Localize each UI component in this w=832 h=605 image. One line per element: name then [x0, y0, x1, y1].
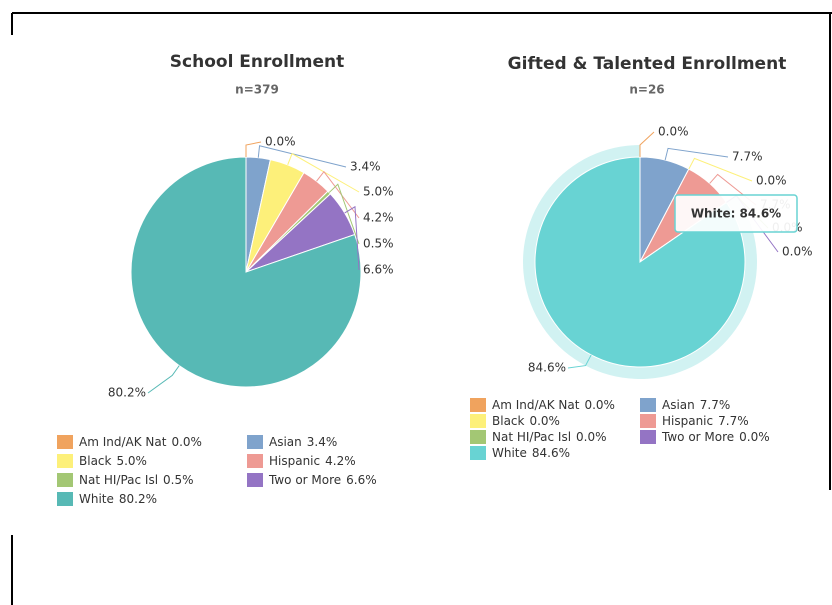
- legend-value: 3.4%: [307, 435, 338, 449]
- legend-label: Two or More 0.0%: [661, 430, 770, 444]
- legend-swatch: [470, 414, 486, 428]
- chart-title: Gifted & Talented Enrollment: [508, 54, 787, 74]
- leader-line: [567, 354, 592, 369]
- legend-swatch: [470, 446, 486, 460]
- legend-category: Black: [79, 454, 112, 468]
- legend-label: Hispanic 4.2%: [269, 454, 356, 468]
- legend-swatch: [247, 435, 263, 449]
- chart-subtitle: n=26: [629, 83, 664, 97]
- pie-slice: [130, 156, 362, 388]
- chart-title: School Enrollment: [170, 52, 344, 72]
- leader-line: [639, 131, 655, 157]
- leader-line: [287, 152, 360, 193]
- legend-category: Two or More: [268, 473, 341, 487]
- legend-swatch: [247, 454, 263, 468]
- legend-category: Hispanic: [269, 454, 320, 468]
- data-label: 5.0%: [363, 185, 394, 199]
- legend-category: Nat HI/Pac Isl: [492, 430, 571, 444]
- legend-swatch: [57, 492, 73, 506]
- legend-value: 0.0%: [529, 414, 560, 428]
- legend-value: 0.0%: [739, 430, 770, 444]
- data-label: 0.0%: [756, 174, 787, 188]
- tooltip-box: [674, 194, 798, 233]
- leader-line: [664, 147, 729, 161]
- legend-label: Asian 7.7%: [662, 398, 730, 412]
- legend-category: Two or More: [661, 430, 734, 444]
- data-label: 3.4%: [350, 160, 381, 174]
- leader-line: [147, 365, 180, 394]
- leader-line: [688, 157, 753, 182]
- chart-subtitle: n=379: [235, 83, 279, 97]
- legend-category: Am Ind/AK Nat: [492, 398, 580, 412]
- legend-label: Nat HI/Pac Isl 0.0%: [492, 430, 607, 444]
- legend-category: Am Ind/AK Nat: [79, 435, 167, 449]
- legend-value: 7.7%: [718, 414, 749, 428]
- legend-swatch: [640, 414, 656, 428]
- legend-swatch: [470, 398, 486, 412]
- legend-swatch: [57, 473, 73, 487]
- legend-value: 84.6%: [532, 446, 570, 460]
- data-label: 4.2%: [363, 211, 394, 225]
- legend-label: White 80.2%: [79, 492, 157, 506]
- legend-label: Black 0.0%: [492, 414, 560, 428]
- legend-value: 80.2%: [119, 492, 157, 506]
- legend-swatch: [57, 435, 73, 449]
- data-label: 0.0%: [265, 135, 296, 149]
- legend-label: Am Ind/AK Nat 0.0%: [79, 435, 202, 449]
- leader-line: [257, 145, 347, 168]
- leader-line: [316, 170, 360, 219]
- legend-label: Hispanic 7.7%: [662, 414, 749, 428]
- legend-value: 4.2%: [325, 454, 356, 468]
- legend-value: 0.5%: [163, 473, 194, 487]
- legend-category: Asian: [662, 398, 695, 412]
- legend-category: Hispanic: [662, 414, 713, 428]
- legend-label: Two or More 6.6%: [268, 473, 377, 487]
- legend-swatch: [57, 454, 73, 468]
- legend-value: 0.0%: [171, 435, 202, 449]
- legend-swatch: [470, 430, 486, 444]
- legend-category: Nat HI/Pac Isl: [79, 473, 158, 487]
- data-label: 0.0%: [658, 125, 689, 139]
- legend-category: Black: [492, 414, 525, 428]
- data-label: 7.7%: [732, 150, 763, 164]
- legend-swatch: [640, 430, 656, 444]
- legend-value: 7.7%: [700, 398, 731, 412]
- data-label: 0.5%: [363, 237, 394, 251]
- leader-line: [328, 183, 360, 245]
- data-label: 0.0%: [782, 245, 813, 259]
- legend-category: White: [79, 492, 114, 506]
- legend-label: Nat HI/Pac Isl 0.5%: [79, 473, 194, 487]
- legend-category: Asian: [269, 435, 302, 449]
- data-label: 84.6%: [528, 361, 566, 375]
- legend-label: White 84.6%: [492, 446, 570, 460]
- legend-swatch: [640, 398, 656, 412]
- frame: [11, 12, 832, 605]
- data-label: 6.6%: [363, 263, 394, 277]
- legend-swatch: [247, 473, 263, 487]
- legend-value: 0.0%: [584, 398, 615, 412]
- legend-category: White: [492, 446, 527, 460]
- data-label: 80.2%: [108, 386, 146, 400]
- tooltip: White: 84.6%: [691, 207, 781, 221]
- legend-label: Am Ind/AK Nat 0.0%: [492, 398, 615, 412]
- legend-label: Asian 3.4%: [269, 435, 337, 449]
- legend-value: 6.6%: [346, 473, 377, 487]
- leader-line: [245, 141, 262, 157]
- leader-line: [344, 205, 360, 271]
- legend-label: Black 5.0%: [79, 454, 147, 468]
- legend-value: 5.0%: [116, 454, 147, 468]
- legend-value: 0.0%: [576, 430, 607, 444]
